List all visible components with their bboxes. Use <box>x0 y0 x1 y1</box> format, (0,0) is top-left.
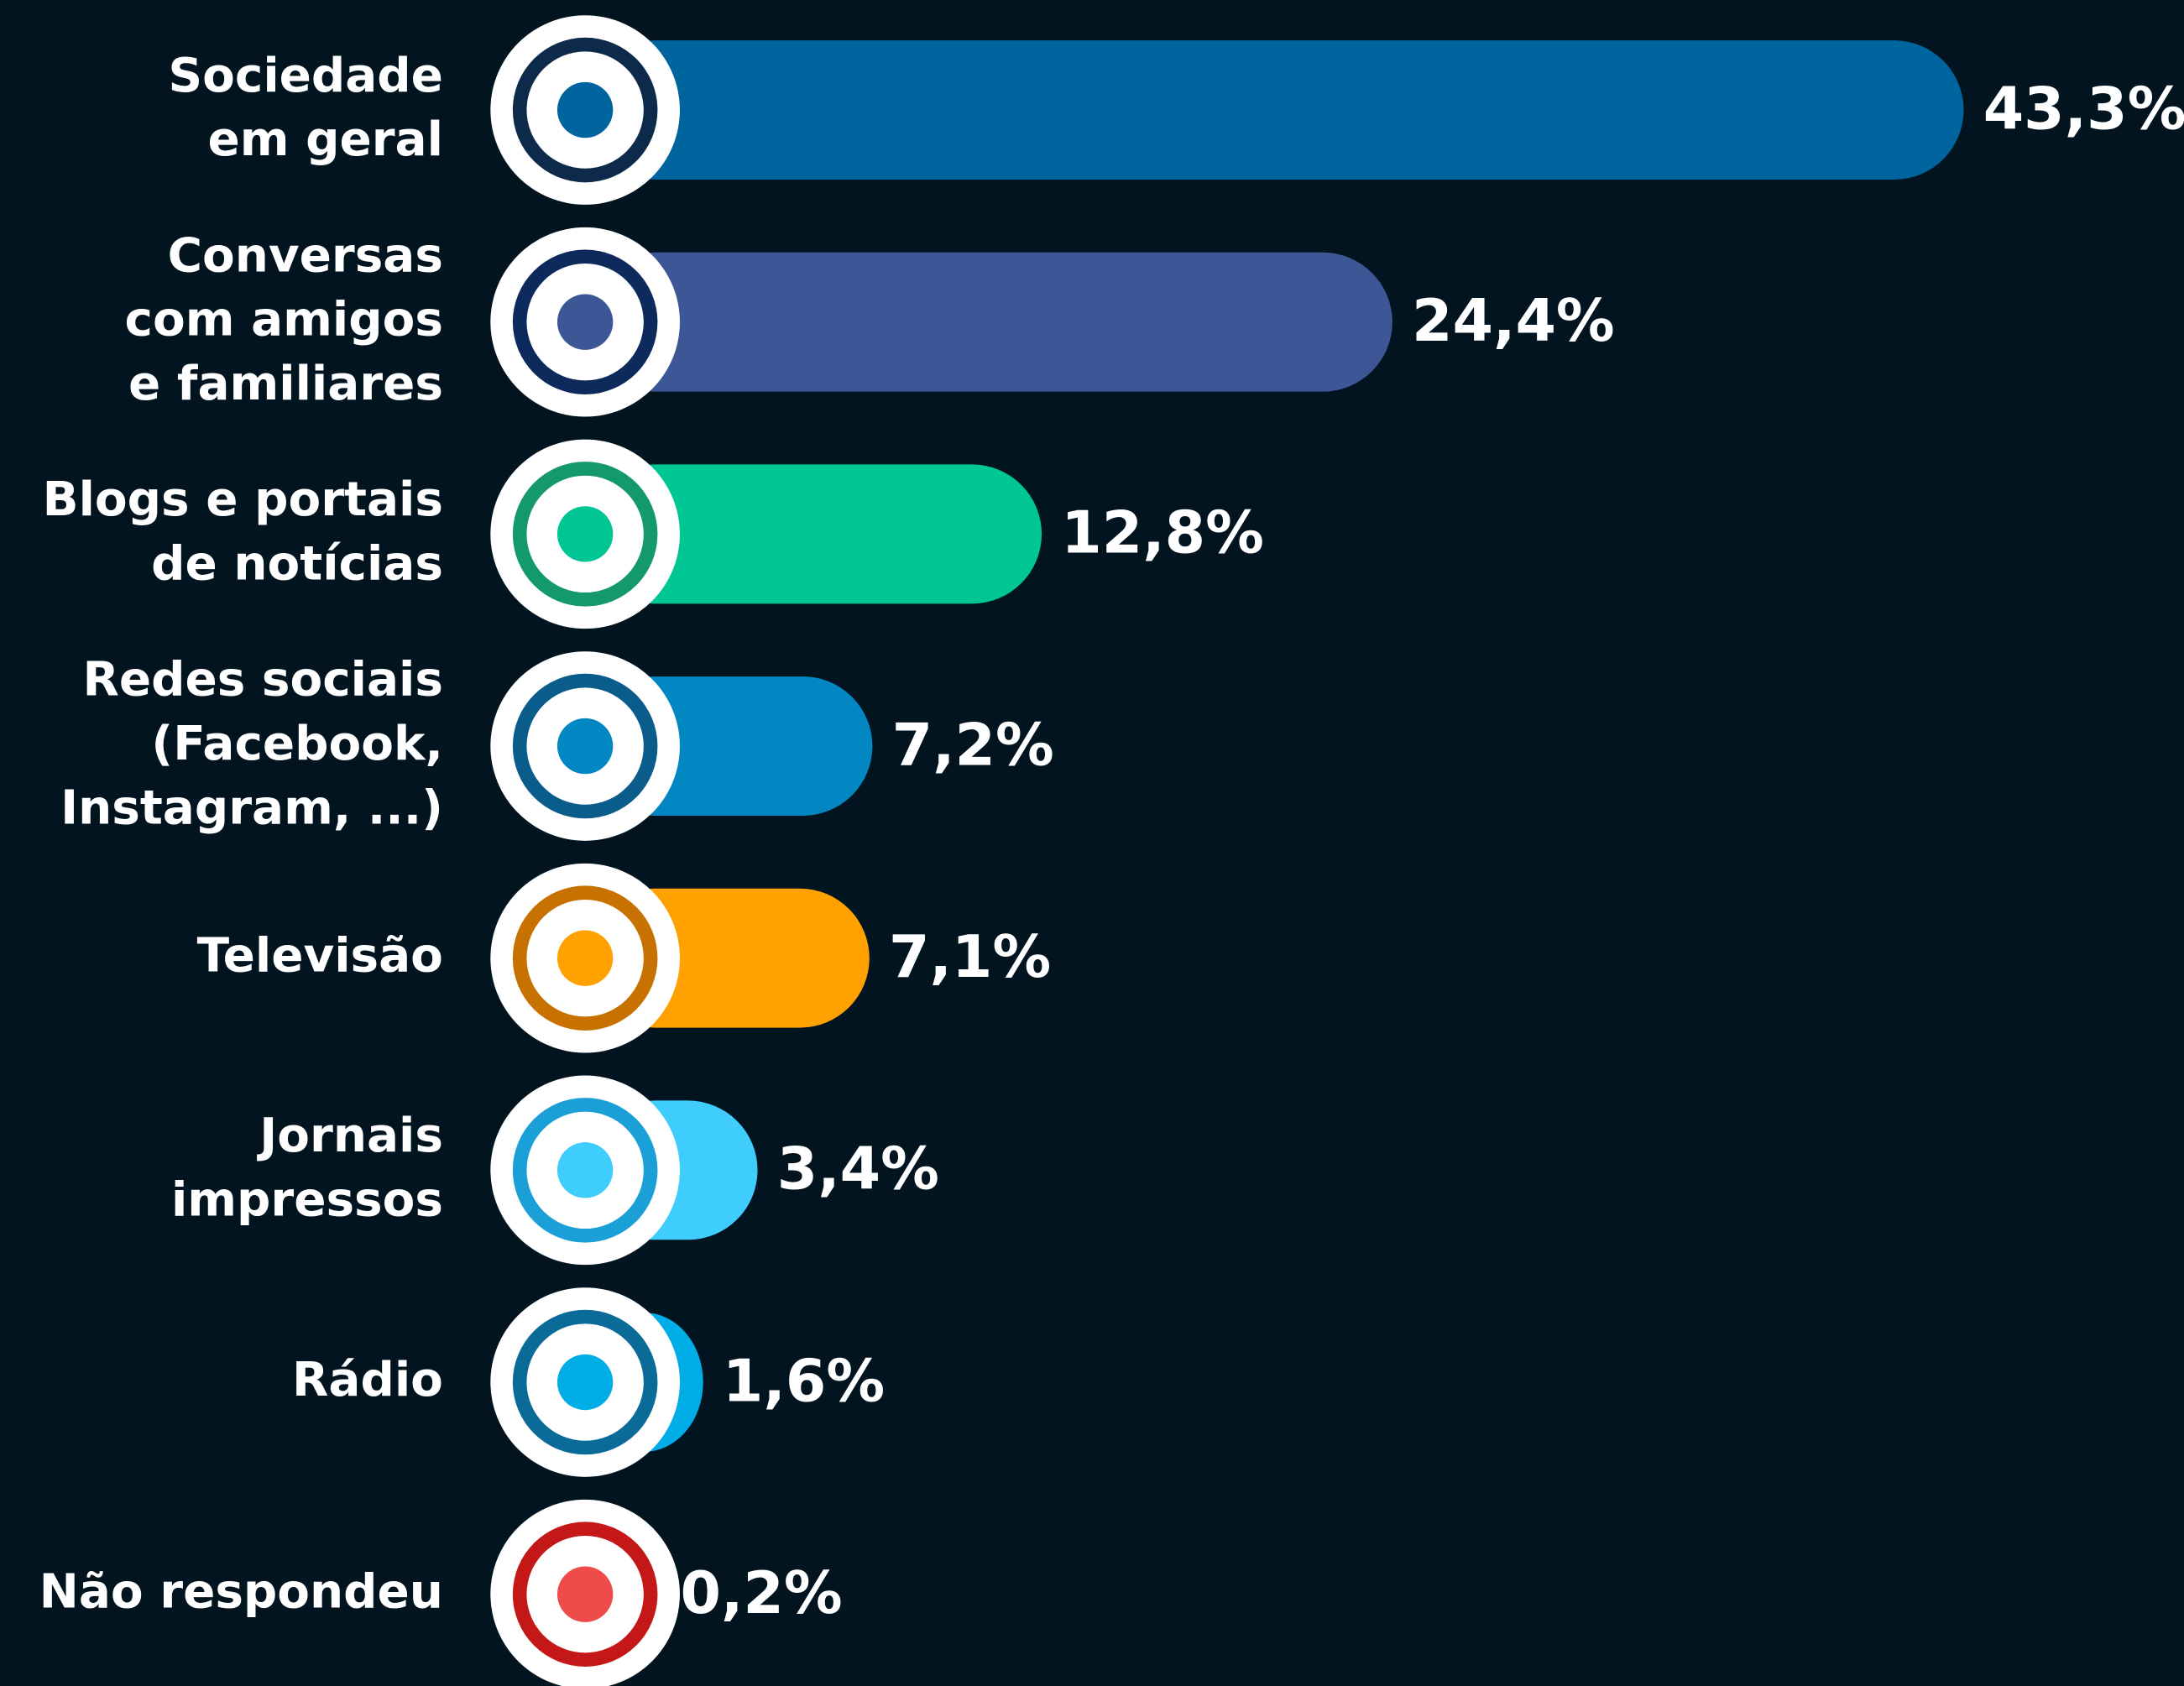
icon-glyph <box>556 506 614 562</box>
value-label: 12,8% <box>1061 499 1264 567</box>
category-line: Instagram, ...) <box>60 780 443 835</box>
category-label: Rádio <box>292 1353 443 1407</box>
category-line: Não respondeu <box>39 1564 443 1619</box>
value-label: 7,2% <box>892 711 1054 779</box>
icon-glyph <box>556 718 614 775</box>
category-label: Sociedade em geral <box>169 49 443 167</box>
category-line: Rádio <box>292 1353 443 1407</box>
category-line: de notícias <box>151 536 443 591</box>
value-label: 0,2% <box>681 1559 843 1627</box>
category-line: Jornais <box>256 1109 443 1163</box>
category-line: impressos <box>171 1172 443 1227</box>
category-line: (Facebook, <box>151 717 443 771</box>
category-line: Televisão <box>197 928 443 983</box>
category-label: Conversas com amigos e familiares <box>125 228 443 411</box>
category-label: Blogs e portais de notícias <box>43 472 443 591</box>
category-label: Televisão <box>197 928 443 983</box>
category-line: Redes sociais <box>82 652 442 707</box>
category-label: Jornais impressos <box>171 1109 443 1227</box>
value-label: 43,3% <box>1983 75 2184 143</box>
bar <box>585 40 1964 180</box>
value-label: 24,4% <box>1412 287 1615 355</box>
value-label: 1,6% <box>723 1347 885 1415</box>
bar <box>585 464 1042 604</box>
icon-glyph <box>556 930 614 986</box>
category-label: Redes sociais (Facebook, Instagram, ...) <box>60 652 443 835</box>
icon-glyph <box>556 81 614 138</box>
category-line: com amigos <box>125 292 443 347</box>
icon-glyph <box>556 1142 614 1198</box>
category-label: Não respondeu <box>39 1564 443 1619</box>
category-line: Conversas <box>168 228 443 283</box>
value-label: 7,1% <box>889 923 1051 991</box>
icon-glyph <box>556 294 614 350</box>
category-line: e familiares <box>128 357 443 411</box>
category-line: Blogs e portais <box>43 472 443 527</box>
category-line: Sociedade <box>169 49 443 103</box>
category-line: em geral <box>207 112 442 167</box>
icon-glyph <box>556 1354 614 1411</box>
icon-glyph <box>556 1566 614 1622</box>
value-label: 3,4% <box>777 1135 939 1203</box>
bar <box>585 252 1392 392</box>
